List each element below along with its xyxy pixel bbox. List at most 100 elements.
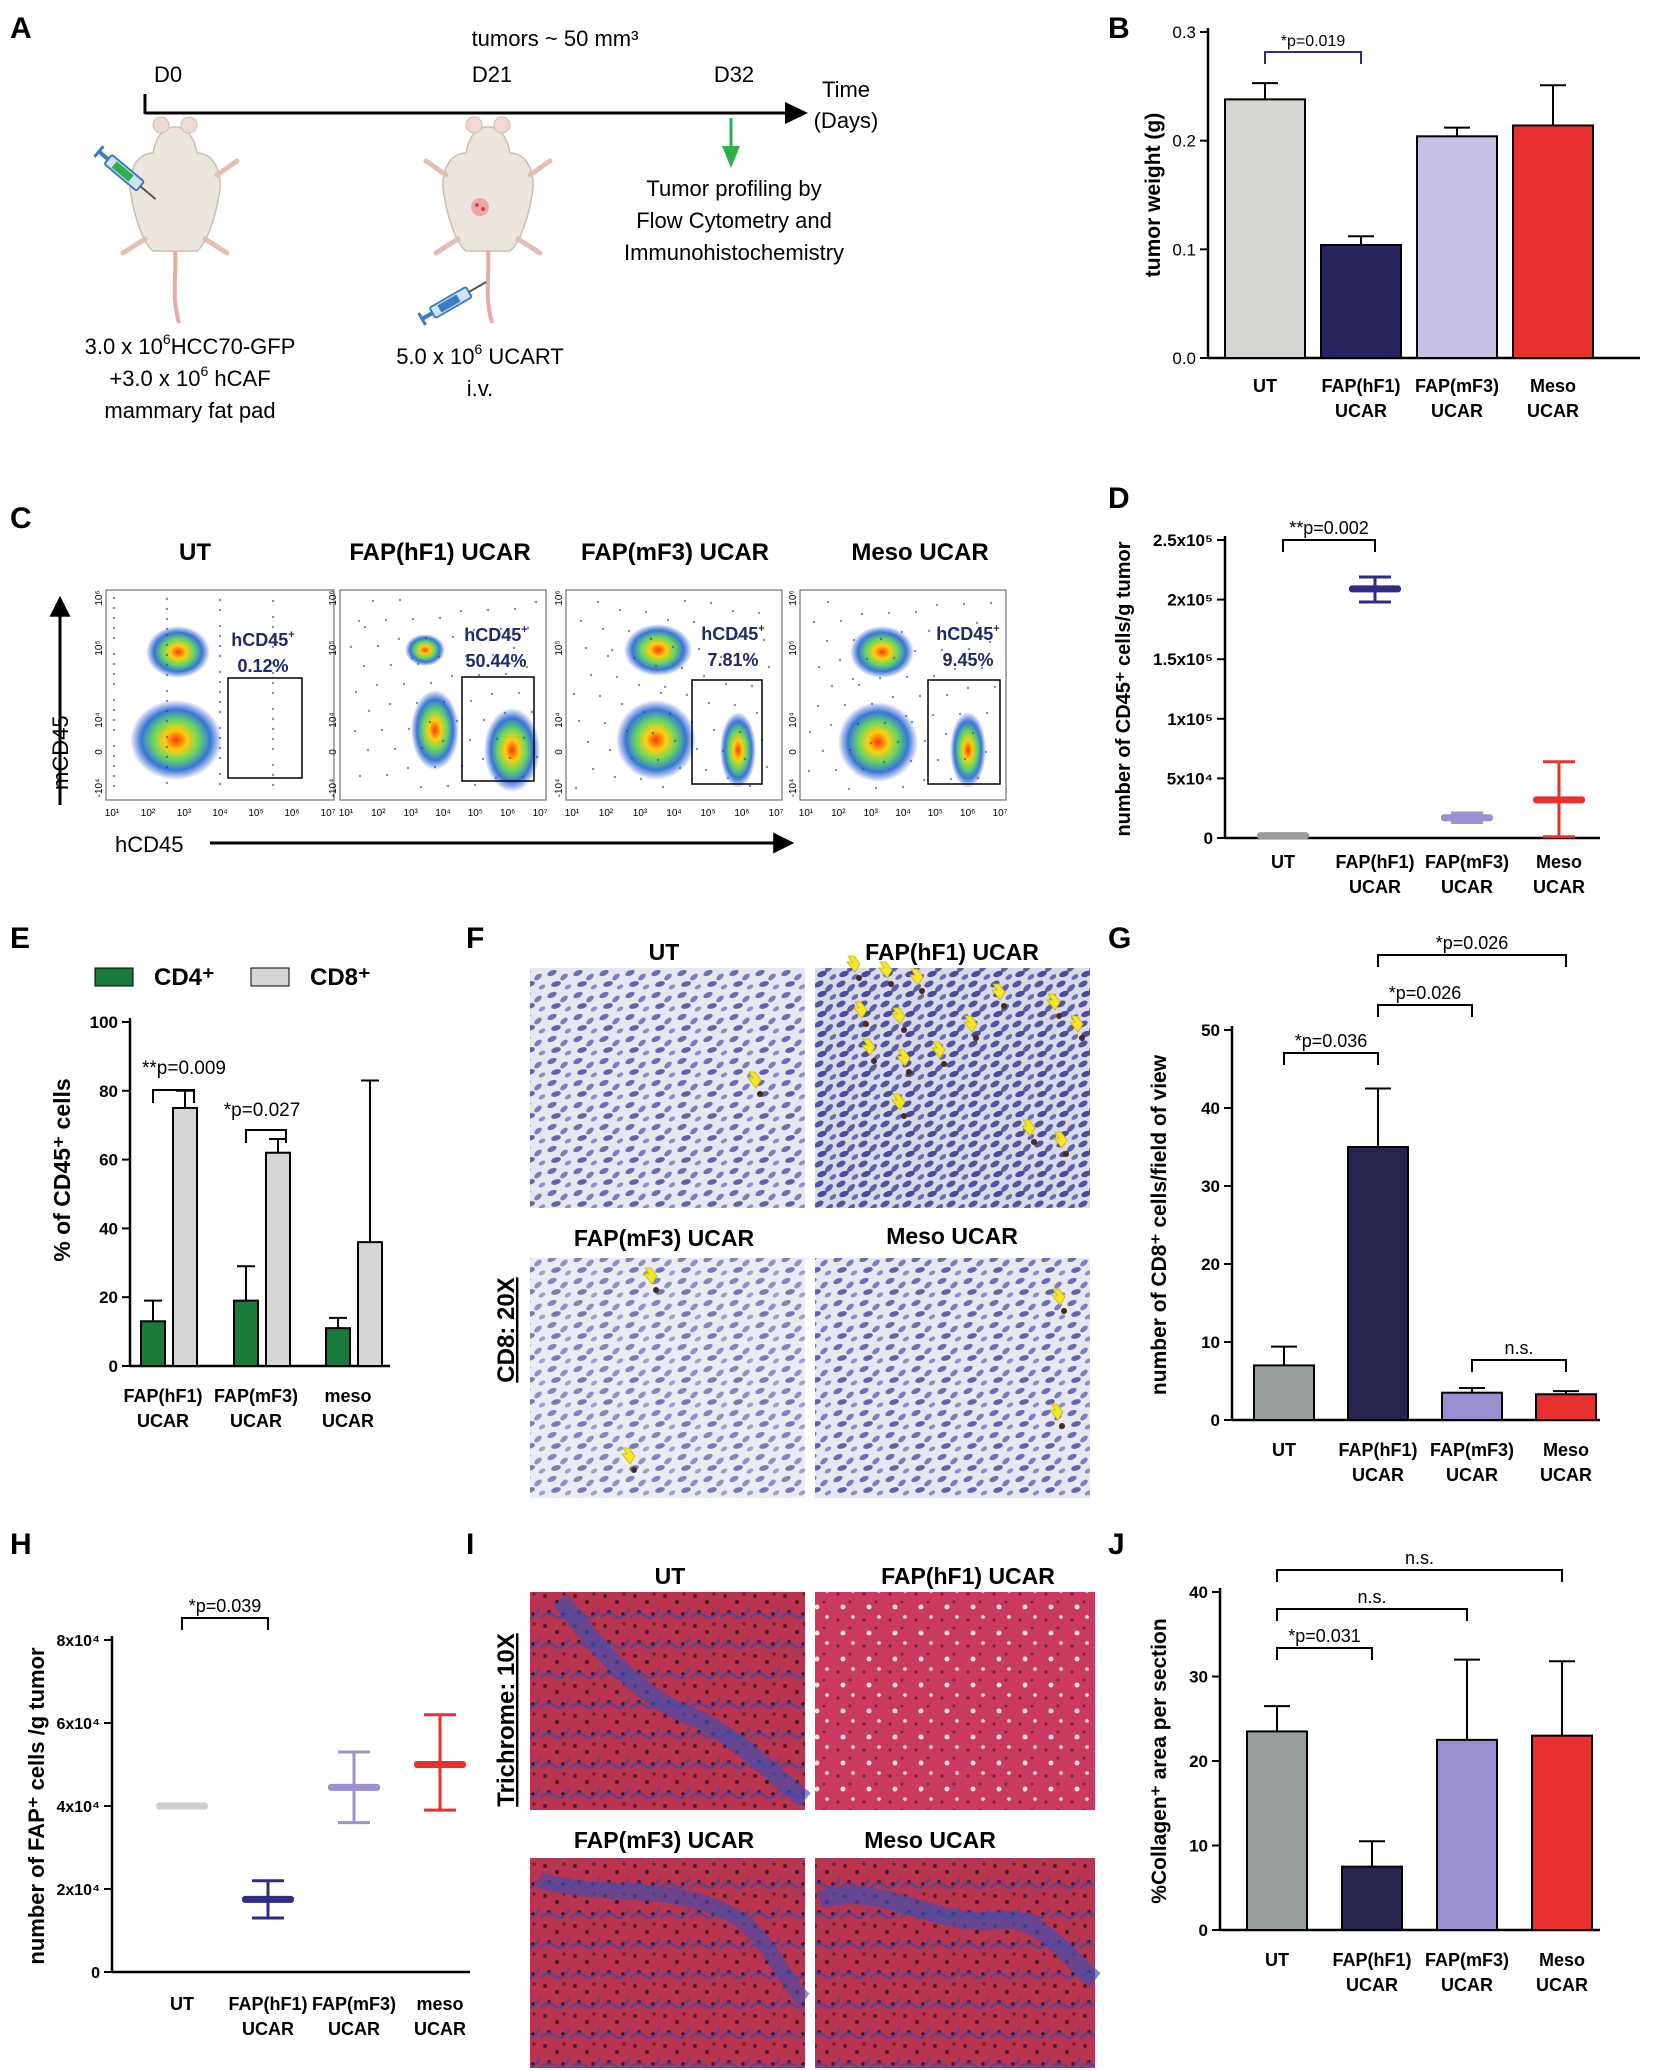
micrograph-tri-hf1 xyxy=(815,1592,1095,1810)
y-tick-label: 60 xyxy=(99,1151,118,1170)
panel-label-i: I xyxy=(466,1528,474,1561)
event-dot xyxy=(218,726,222,730)
flow-x-tick: 10³ xyxy=(403,808,418,819)
event-dot xyxy=(271,707,275,711)
flow-y-tick: 10⁴ xyxy=(788,712,799,727)
y-tick-label: 50 xyxy=(1201,1021,1220,1040)
cd8-cell xyxy=(653,1287,659,1293)
collagen-band xyxy=(537,1872,811,2007)
panel-label-d: D xyxy=(1108,482,1130,515)
event-dot xyxy=(865,657,869,661)
event-dot xyxy=(712,728,716,732)
profiling-line-2: Flow Cytometry and xyxy=(636,208,832,233)
bar xyxy=(140,1320,166,1368)
event-dot xyxy=(371,599,375,603)
event-dot xyxy=(963,757,967,761)
flow-y-tick: 10⁵ xyxy=(554,640,565,655)
chart-j-collagen: 0 10 20 30 40 %Collagen⁺ area per section UT FA… xyxy=(1148,1548,1600,1995)
arrow-icon xyxy=(896,1049,911,1067)
event-dot xyxy=(385,773,389,777)
micrograph-cd8-meso xyxy=(815,1258,1090,1498)
event-dot xyxy=(380,728,384,732)
event-dot xyxy=(812,620,816,624)
event-dot xyxy=(762,638,766,642)
event-dot xyxy=(904,714,908,718)
event-dot xyxy=(852,638,856,642)
arrow-icon xyxy=(621,1447,636,1465)
cd8-cell xyxy=(906,1069,912,1075)
event-dot xyxy=(508,756,512,760)
x-tick-label: Meso xyxy=(1539,1950,1585,1970)
event-dot xyxy=(944,732,948,736)
event-dot xyxy=(535,755,539,759)
cell-density xyxy=(950,712,986,788)
x-tick-label: UCAR xyxy=(1536,1975,1588,1995)
gate-label-sup: + xyxy=(758,623,764,635)
mouse-icon xyxy=(110,116,240,324)
event-dot xyxy=(817,665,821,669)
x-tick-label: FAP(hF1) xyxy=(1336,852,1415,872)
ihc-title-mf3: FAP(mF3) UCAR xyxy=(574,1225,755,1251)
event-dot xyxy=(736,636,740,640)
tri-title-meso: Meso UCAR xyxy=(864,1827,996,1853)
event-dot xyxy=(112,744,116,748)
gate-box xyxy=(691,679,763,785)
event-dot xyxy=(165,663,169,667)
y-axis-label: number of CD45⁺ cells/g tumor xyxy=(1113,541,1135,836)
micrograph-cd8-ut xyxy=(530,968,805,1208)
event-dot xyxy=(366,748,370,752)
bar xyxy=(233,1299,259,1368)
cell-density xyxy=(405,634,445,666)
arrow-icon xyxy=(1069,1015,1084,1033)
event-dot xyxy=(271,763,275,767)
significance-label: *p=0.026 xyxy=(1436,933,1509,953)
x-tick-label: UCAR xyxy=(1335,401,1387,421)
event-dot xyxy=(577,719,581,723)
event-dot xyxy=(165,689,169,693)
x-tick-label: UCAR xyxy=(414,2019,466,2039)
significance-label: *p=0.039 xyxy=(189,1596,262,1616)
arrow-icon xyxy=(891,1007,906,1025)
chart-g-cd8-per-field: 0 10 20 30 40 50 number of CD8⁺ cells/field of… xyxy=(1148,933,1600,1485)
x-tick-label: meso xyxy=(324,1386,371,1406)
event-dot xyxy=(572,692,576,696)
event-dot xyxy=(442,700,446,704)
event-dot xyxy=(731,609,735,613)
event-dot xyxy=(625,729,629,733)
event-dot xyxy=(909,759,913,763)
flow-y-tick: 10⁴ xyxy=(328,712,339,727)
significance-bracket xyxy=(1276,1647,1373,1660)
y-axis-label: number of FAP⁺ cells /g tumor xyxy=(24,1647,49,1965)
event-dot xyxy=(218,746,222,750)
mean-marker xyxy=(1349,585,1401,593)
event-dot xyxy=(384,618,388,622)
event-dot xyxy=(954,628,958,632)
flow-x-tick: 10⁵ xyxy=(928,808,943,819)
x-tick-label: UCAR xyxy=(1533,877,1585,897)
flow-x-tick: 10¹ xyxy=(105,808,120,819)
x-tick-label: UT xyxy=(1272,1440,1296,1460)
event-dot xyxy=(976,776,980,780)
event-dot xyxy=(668,712,672,716)
significance-bracket xyxy=(1276,1608,1468,1621)
event-dot xyxy=(666,618,670,622)
y-tick-label: 40 xyxy=(99,1219,118,1238)
legend-swatch xyxy=(250,967,290,987)
flow-x-tick: 10⁶ xyxy=(500,808,515,819)
x-tick-label: FAP(mF3) xyxy=(1415,376,1499,396)
event-dot xyxy=(856,722,860,726)
event-dot xyxy=(671,645,675,649)
event-dot xyxy=(112,764,116,768)
y-tick-label: 30 xyxy=(1189,1668,1208,1687)
event-dot xyxy=(839,619,843,623)
event-dot xyxy=(993,685,997,689)
event-dot xyxy=(659,691,663,695)
x-tick-label: UCAR xyxy=(230,1411,282,1431)
significance-bracket xyxy=(1264,51,1362,64)
event-dot xyxy=(367,709,371,713)
event-dot xyxy=(918,694,922,698)
flow-x-tick: 10⁷ xyxy=(533,808,548,819)
cd8-cell xyxy=(856,975,862,981)
event-dot xyxy=(692,620,696,624)
event-dot xyxy=(218,598,222,602)
